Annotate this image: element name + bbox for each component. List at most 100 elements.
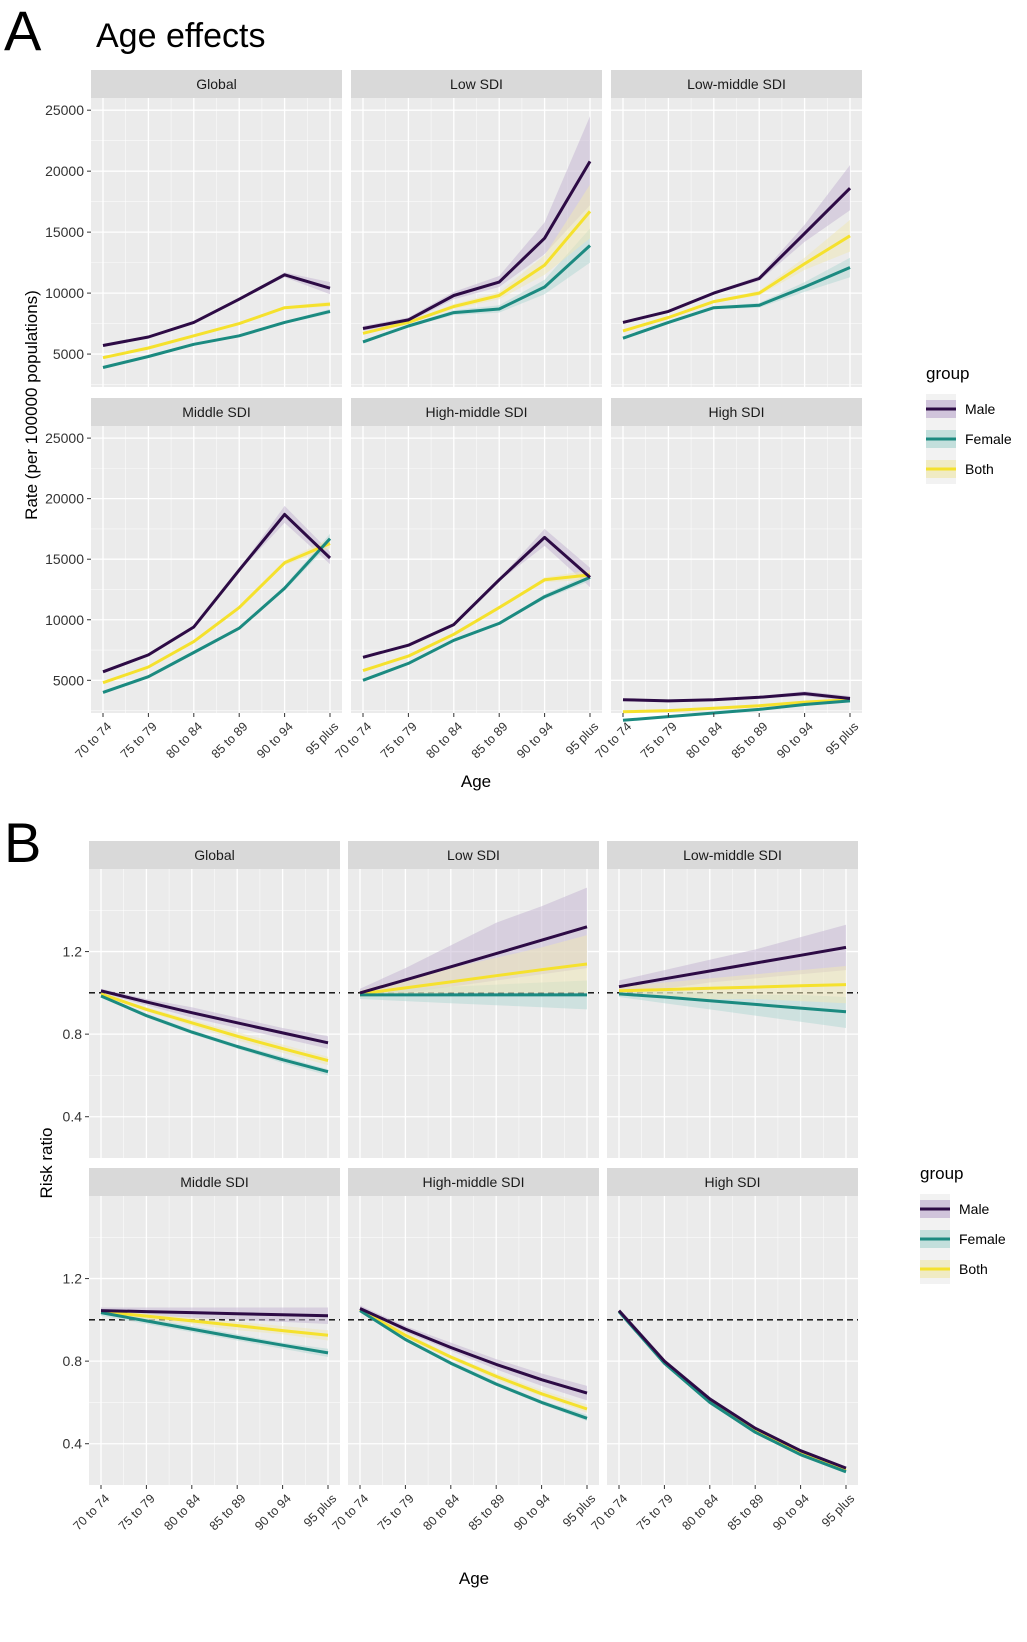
chart-b-line-high-middle-sdi-male	[359, 1307, 588, 1395]
chart-a-strip-label-global: Global	[196, 76, 236, 92]
chart-a-y-tick-label: 20000	[45, 491, 84, 507]
chart-b-strip-label-middle-sdi: Middle SDI	[180, 1174, 248, 1190]
panel-b-chart: Global 0.4 0.8 1.2 Low SDI Low-middle SDI Midd…	[37, 841, 858, 1588]
chart-a-y-tick-label: 15000	[45, 224, 84, 240]
chart-a-y-tick-label: 5000	[53, 346, 84, 362]
chart-a-line-middle-sdi-both	[102, 542, 331, 685]
chart-a-line-low-middle-sdi-male	[622, 187, 852, 324]
chart-a-y-tick-label: 5000	[53, 672, 84, 688]
chart-a-y-tick-label: 25000	[45, 102, 84, 118]
legend-a-label-both: Both	[965, 461, 994, 477]
chart-b-ci-high-middle-sdi-both	[360, 1307, 587, 1413]
chart-a-strip-low-sdi	[351, 70, 602, 98]
chart-a-strip-low-middle-sdi	[611, 70, 862, 98]
chart-b-line-global-male	[100, 989, 329, 1045]
legend-b-label-female: Female	[959, 1231, 1006, 1247]
legend-b: group Male Female Both	[920, 1164, 1006, 1284]
chart-a-line-low-middle-sdi-female	[622, 266, 851, 340]
chart-a-strip-global	[91, 70, 342, 98]
chart-b-strip-label-low-sdi: Low SDI	[447, 847, 500, 863]
chart-b-line-high-sdi-male	[617, 1309, 847, 1470]
chart-b-line-middle-sdi-female	[100, 1311, 329, 1355]
chart-b-strip-label-high-sdi: High SDI	[704, 1174, 760, 1190]
chart-b-strip-low-sdi	[348, 841, 599, 869]
chart-a-strip-high-sdi	[611, 398, 862, 426]
chart-a-line-middle-sdi-male	[102, 512, 332, 674]
chart-b-line-middle-sdi-both	[100, 1310, 329, 1337]
chart-a-y-tick-label: 20000	[45, 163, 84, 179]
chart-b-line-low-middle-sdi-male	[618, 945, 847, 989]
chart-b-facet-global: Global 0.4 0.8 1.2	[63, 841, 340, 1158]
chart-b-ci-low-sdi-both	[360, 935, 587, 997]
chart-b-strip-low-middle-sdi	[607, 841, 858, 869]
chart-a-line-low-middle-sdi-both	[622, 234, 851, 333]
chart-b-line-low-sdi-male	[359, 925, 588, 995]
chart-a-ci-low-sdi-both	[363, 184, 590, 335]
chart-b-y-tick-label: 0.8	[63, 1353, 83, 1369]
chart-a-ci-high-middle-sdi-both	[363, 570, 590, 671]
chart-a-line-high-sdi-female	[622, 699, 851, 722]
chart-b-y-tick-label: 1.2	[63, 944, 83, 960]
legend-a-label-male: Male	[965, 401, 996, 417]
legend-b-title: group	[920, 1164, 963, 1183]
chart-b-strip-high-middle-sdi	[348, 1168, 599, 1196]
chart-a-line-high-middle-sdi-female	[362, 576, 591, 682]
chart-b-line-high-middle-sdi-female	[359, 1309, 588, 1420]
chart-b-x-axis-label: Age	[459, 1569, 489, 1588]
chart-a-facet-global: Global 5000 10000 15000 20000 25000	[45, 70, 342, 387]
chart-a-strip-label-high-middle-sdi: High-middle SDI	[426, 404, 528, 420]
chart-a-facet-low-sdi: Low SDI	[351, 70, 602, 387]
chart-a-y-tick-label: 10000	[45, 612, 84, 628]
chart-b-facet-low-sdi: Low SDI	[348, 841, 599, 1158]
chart-b-y-tick-label: 0.4	[63, 1109, 83, 1125]
chart-a-ci-global-male	[103, 272, 330, 346]
chart-b-strip-label-global: Global	[194, 847, 234, 863]
chart-a-line-low-sdi-female	[362, 244, 592, 344]
chart-b-strip-label-high-middle-sdi: High-middle SDI	[423, 1174, 525, 1190]
chart-b-line-high-middle-sdi-both	[359, 1308, 588, 1411]
chart-b-strip-label-low-middle-sdi: Low-middle SDI	[683, 847, 782, 863]
panel-a-chart: Global 5000 10000 15000 20000 25000 Low SDI Low…	[22, 70, 862, 791]
chart-a-strip-label-high-sdi: High SDI	[708, 404, 764, 420]
legend-a: group Male Female Both	[926, 364, 1012, 484]
chart-a-line-low-sdi-both	[362, 210, 592, 335]
chart-a-ci-high-middle-sdi-female	[363, 573, 590, 681]
chart-a-line-global-female	[102, 309, 331, 369]
chart-a-strip-label-middle-sdi: Middle SDI	[182, 404, 250, 420]
chart-a-strip-middle-sdi	[91, 398, 342, 426]
legend-b-label-both: Both	[959, 1261, 988, 1277]
chart-a-x-axis-label: Age	[461, 772, 491, 791]
chart-a-strip-high-middle-sdi	[351, 398, 602, 426]
chart-a-strip-label-low-middle-sdi: Low-middle SDI	[687, 76, 786, 92]
legend-b-label-male: Male	[959, 1201, 990, 1217]
chart-a-line-high-middle-sdi-both	[362, 573, 591, 673]
chart-a-line-high-middle-sdi-male	[362, 535, 591, 659]
chart-a-line-low-sdi-male	[362, 160, 592, 330]
chart-a-y-axis-label: Rate (per 100000 populations)	[22, 290, 41, 520]
panel-a-title: Age effects	[96, 17, 266, 55]
chart-b-y-tick-label: 1.2	[63, 1271, 83, 1287]
panel-a-letter: A	[4, 0, 42, 62]
legend-a-label-female: Female	[965, 431, 1012, 447]
chart-b-line-low-middle-sdi-female	[618, 992, 847, 1014]
chart-b-ci-low-middle-sdi-both	[619, 966, 846, 1004]
chart-b-strip-middle-sdi	[89, 1168, 340, 1196]
chart-a-y-tick-label: 15000	[45, 551, 84, 567]
chart-b-y-axis-label: Risk ratio	[37, 1128, 56, 1199]
chart-a-line-middle-sdi-female	[102, 537, 332, 694]
chart-b-y-tick-label: 0.4	[63, 1436, 83, 1452]
chart-b-strip-high-sdi	[607, 1168, 858, 1196]
chart-b-line-global-both	[100, 992, 329, 1063]
chart-a-facet-low-middle-sdi: Low-middle SDI	[611, 70, 862, 387]
legend-a-title: group	[926, 364, 969, 383]
chart-b-line-middle-sdi-male	[100, 1309, 329, 1318]
chart-b-line-low-middle-sdi-both	[618, 983, 847, 993]
chart-b-y-tick-label: 0.8	[63, 1026, 83, 1042]
chart-a-line-high-sdi-both	[622, 698, 851, 714]
